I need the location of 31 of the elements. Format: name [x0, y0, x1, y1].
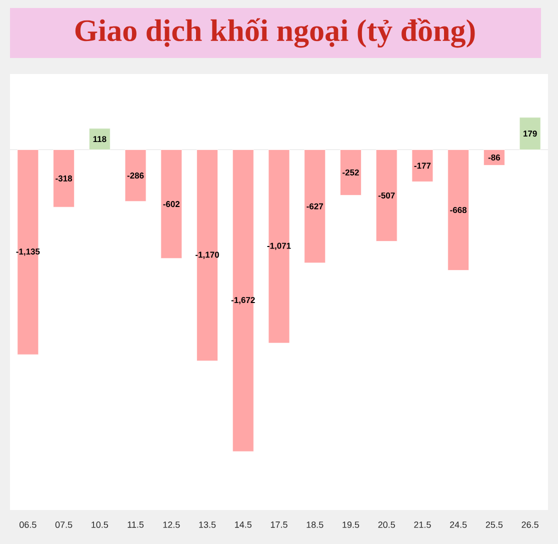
data-label: -286	[127, 172, 144, 179]
x-tick-label: 26.5	[522, 522, 538, 528]
chart-title: Giao dịch khối ngoại (tỷ đồng)	[75, 18, 475, 48]
x-tick-label: 25.5	[486, 522, 503, 528]
x-tick-label: 18.5	[306, 522, 324, 528]
data-label: -1,170	[196, 252, 219, 259]
x-tick-label: 06.5	[20, 522, 36, 528]
x-tick-label: 20.5	[378, 522, 395, 528]
data-label: -177	[414, 162, 431, 169]
data-label: -668	[450, 207, 467, 214]
data-label: -1,071	[267, 242, 291, 250]
data-label: -1,135	[16, 248, 40, 256]
data-label: -318	[56, 175, 72, 182]
x-tick-label: 14.5	[235, 522, 252, 528]
data-label: -86	[488, 154, 500, 160]
x-tick-label: 13.5	[199, 522, 216, 528]
data-label: -252	[342, 169, 359, 176]
data-label: 179	[524, 130, 537, 137]
x-tick-label: 10.5	[92, 522, 108, 528]
data-label: -602	[163, 201, 180, 208]
x-tick-label: 19.5	[342, 522, 360, 528]
x-tick-label: 21.5	[414, 522, 431, 528]
data-label: -1,672	[231, 297, 255, 304]
x-tick-label: 11.5	[128, 522, 144, 528]
data-label: 118	[93, 136, 106, 142]
x-tick-label: 12.5	[163, 522, 180, 528]
x-tick-label: 24.5	[450, 522, 467, 528]
data-label: -507	[378, 192, 395, 198]
data-label: -627	[306, 203, 323, 210]
x-tick-label: 07.5	[55, 522, 72, 528]
x-tick-label: 17.5	[270, 522, 288, 528]
